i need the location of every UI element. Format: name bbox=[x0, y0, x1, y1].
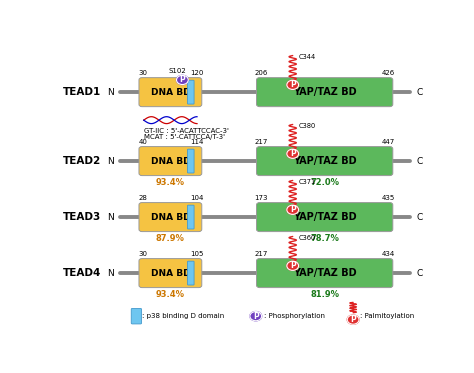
Circle shape bbox=[287, 205, 299, 214]
Text: 173: 173 bbox=[255, 195, 268, 201]
Text: TEAD2: TEAD2 bbox=[63, 156, 101, 166]
Text: 78.7%: 78.7% bbox=[310, 233, 339, 242]
Text: N: N bbox=[108, 157, 114, 166]
Text: DNA BD: DNA BD bbox=[151, 213, 190, 222]
Text: 217: 217 bbox=[255, 251, 268, 257]
Text: DNA BD: DNA BD bbox=[151, 157, 190, 166]
Text: YAP/TAZ BD: YAP/TAZ BD bbox=[293, 268, 356, 278]
Text: C: C bbox=[417, 213, 423, 222]
FancyBboxPatch shape bbox=[256, 147, 393, 176]
Text: 435: 435 bbox=[382, 195, 395, 201]
Text: TEAD4: TEAD4 bbox=[63, 268, 101, 278]
Text: GT-IIC : 5'-ACATTCCAC-3': GT-IIC : 5'-ACATTCCAC-3' bbox=[144, 128, 228, 134]
Text: P: P bbox=[253, 312, 259, 321]
Circle shape bbox=[176, 75, 188, 85]
Text: 120: 120 bbox=[191, 70, 204, 76]
Text: 217: 217 bbox=[255, 140, 268, 145]
FancyBboxPatch shape bbox=[131, 308, 142, 324]
Text: 104: 104 bbox=[191, 195, 204, 201]
Circle shape bbox=[347, 315, 359, 324]
Text: C360: C360 bbox=[299, 235, 316, 241]
Text: : p38 binding D domain: : p38 binding D domain bbox=[142, 313, 225, 319]
Text: TEAD3: TEAD3 bbox=[63, 212, 101, 222]
Text: : Palmitoylation: : Palmitoylation bbox=[360, 313, 414, 319]
Text: P: P bbox=[290, 149, 296, 158]
FancyBboxPatch shape bbox=[187, 80, 194, 104]
Text: : Phosphorylation: : Phosphorylation bbox=[264, 313, 325, 319]
Text: DNA BD: DNA BD bbox=[151, 88, 190, 97]
Text: C: C bbox=[417, 157, 423, 166]
Text: P: P bbox=[180, 75, 185, 84]
Text: S102: S102 bbox=[168, 68, 186, 73]
Text: 72.0%: 72.0% bbox=[310, 178, 339, 186]
FancyBboxPatch shape bbox=[187, 205, 194, 229]
Circle shape bbox=[287, 80, 299, 90]
Text: TEAD1: TEAD1 bbox=[63, 87, 101, 97]
Text: N: N bbox=[108, 88, 114, 97]
FancyBboxPatch shape bbox=[139, 258, 202, 288]
Text: 30: 30 bbox=[139, 251, 148, 257]
Text: 447: 447 bbox=[382, 140, 395, 145]
Text: YAP/TAZ BD: YAP/TAZ BD bbox=[293, 156, 356, 166]
Text: C371: C371 bbox=[299, 179, 316, 185]
Text: YAP/TAZ BD: YAP/TAZ BD bbox=[293, 87, 356, 97]
Text: C: C bbox=[417, 88, 423, 97]
FancyBboxPatch shape bbox=[256, 78, 393, 107]
Text: C344: C344 bbox=[299, 54, 316, 60]
Text: 40: 40 bbox=[139, 140, 148, 145]
Text: 434: 434 bbox=[382, 251, 395, 257]
Text: P: P bbox=[290, 205, 296, 214]
Text: 30: 30 bbox=[139, 70, 148, 76]
Text: 93.4%: 93.4% bbox=[156, 289, 185, 299]
Text: 81.9%: 81.9% bbox=[310, 289, 339, 299]
FancyBboxPatch shape bbox=[256, 258, 393, 288]
Text: 87.9%: 87.9% bbox=[156, 233, 185, 242]
FancyBboxPatch shape bbox=[139, 147, 202, 176]
Text: P: P bbox=[290, 261, 296, 270]
Text: C: C bbox=[417, 269, 423, 278]
Text: P: P bbox=[350, 315, 356, 324]
Circle shape bbox=[250, 311, 262, 321]
Text: 93.4%: 93.4% bbox=[156, 178, 185, 186]
Text: 426: 426 bbox=[382, 70, 395, 76]
Text: N: N bbox=[108, 213, 114, 222]
FancyBboxPatch shape bbox=[139, 78, 202, 107]
FancyBboxPatch shape bbox=[256, 203, 393, 232]
Text: C380: C380 bbox=[299, 123, 316, 129]
Text: P: P bbox=[290, 80, 296, 89]
Text: 105: 105 bbox=[191, 251, 204, 257]
Text: YAP/TAZ BD: YAP/TAZ BD bbox=[293, 212, 356, 222]
Text: MCAT : 5'-CATTCCA/T-3': MCAT : 5'-CATTCCA/T-3' bbox=[144, 134, 225, 140]
Text: DNA BD: DNA BD bbox=[151, 269, 190, 278]
Circle shape bbox=[287, 149, 299, 159]
Text: N: N bbox=[108, 269, 114, 278]
Text: 28: 28 bbox=[139, 195, 148, 201]
Circle shape bbox=[287, 261, 299, 270]
Text: 206: 206 bbox=[255, 70, 268, 76]
Text: 114: 114 bbox=[191, 140, 204, 145]
FancyBboxPatch shape bbox=[139, 203, 202, 232]
FancyBboxPatch shape bbox=[187, 261, 194, 285]
FancyBboxPatch shape bbox=[187, 149, 194, 173]
